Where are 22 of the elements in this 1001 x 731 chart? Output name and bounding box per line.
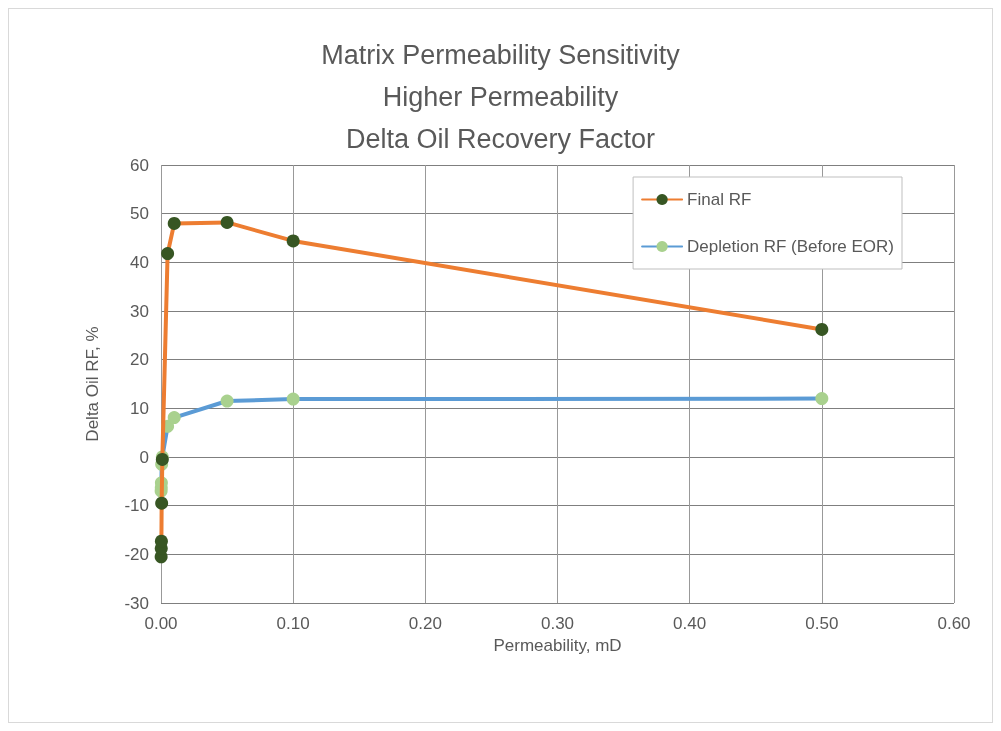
y-tick-label: -10 (124, 496, 149, 516)
y-tick-label: 40 (130, 252, 149, 272)
x-tick-label: 0.60 (937, 614, 971, 633)
y-tick-label: 50 (130, 204, 149, 224)
y-tick-label: 30 (130, 301, 149, 321)
y-tick-label: 0 (139, 447, 149, 467)
x-tick-label: 0.20 (408, 614, 442, 633)
legend-label: Final RF (687, 190, 752, 209)
chart-title: Matrix Permeability Sensitivity Higher Permeability Delta Oil Recovery Factor (321, 40, 681, 154)
x-tick-label: 0.50 (805, 614, 839, 633)
x-tick-label: 0.30 (540, 614, 575, 633)
x-tick-label: 0.00 (144, 614, 178, 633)
legend-label: Depletion RF (Before EOR) (687, 237, 894, 256)
x-axis-title: Permeability, mD (493, 636, 622, 655)
y-tick-label: -30 (124, 593, 149, 613)
x-tick-label: 0.40 (673, 614, 707, 633)
y-tick-label: 60 (130, 155, 149, 175)
y-tick-label: 10 (130, 398, 149, 418)
y-axis-title: Delta Oil RF, % (83, 326, 102, 442)
y-tick-label: 20 (130, 350, 149, 370)
y-tick-label: -20 (124, 544, 149, 564)
x-tick-label: 0.10 (276, 614, 310, 633)
